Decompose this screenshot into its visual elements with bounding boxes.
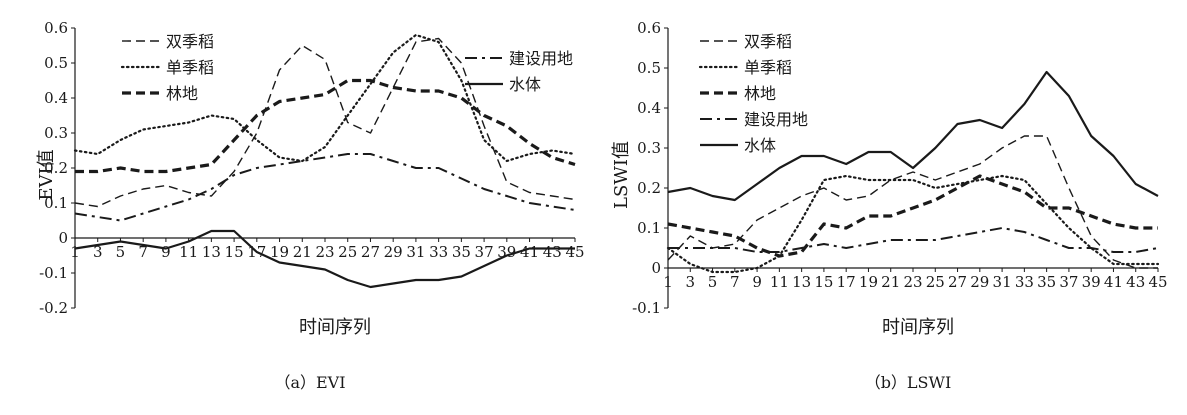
lswi-x-tick-label: 17 bbox=[837, 273, 856, 291]
lswi-x-tick-label: 3 bbox=[685, 273, 695, 291]
lswi-x-tick-label: 25 bbox=[926, 273, 945, 291]
lswi-x-tick-label: 9 bbox=[752, 273, 762, 291]
evi-x-tick-label: 7 bbox=[138, 243, 148, 261]
evi-legend-label: 单季稻 bbox=[166, 58, 214, 77]
lswi-x-tick-label: 31 bbox=[993, 273, 1012, 291]
lswi-x-tick-label: 43 bbox=[1126, 273, 1145, 291]
evi-y-tick-label: -0.1 bbox=[39, 264, 68, 282]
lswi-x-tick-label: 45 bbox=[1148, 273, 1167, 291]
evi-y-tick-label: 0.1 bbox=[44, 194, 68, 212]
evi-x-tick-label: 13 bbox=[202, 243, 221, 261]
evi-y-tick-label: 0.6 bbox=[44, 19, 68, 37]
lswi-x-tick-label: 13 bbox=[792, 273, 811, 291]
evi-x-tick-label: 21 bbox=[293, 243, 312, 261]
lswi-x-tick-label: 41 bbox=[1104, 273, 1123, 291]
lswi-y-tick-label: -0.1 bbox=[632, 299, 661, 317]
lswi-x-axis-label: 时间序列 bbox=[882, 317, 954, 338]
evi-series-line bbox=[74, 37, 576, 208]
evi-caption: （a）EVI bbox=[274, 373, 345, 392]
evi-x-tick-label: 19 bbox=[270, 243, 289, 261]
evi-series-line bbox=[74, 229, 575, 289]
lswi-legend-label: 林地 bbox=[744, 84, 776, 103]
evi-panel: 0.60.50.40.30.20.10-0.1-0.21 3 5 7 9 11 13 15 17… bbox=[36, 19, 585, 392]
evi-y-tick-label: 0.4 bbox=[44, 89, 68, 107]
evi-y-axis-label: EVI值 bbox=[36, 149, 57, 200]
lswi-y-tick-label: 0.5 bbox=[637, 59, 661, 77]
evi-series-line bbox=[75, 78, 576, 174]
evi-y-tick-label: 0 bbox=[58, 229, 68, 247]
evi-x-tick-label: 41 bbox=[520, 243, 539, 261]
lswi-x-tick-label: 5 bbox=[708, 273, 718, 291]
lswi-x-tick-label: 21 bbox=[881, 273, 900, 291]
evi-x-tick-label: 31 bbox=[406, 243, 425, 261]
evi-x-tick-label: 11 bbox=[179, 243, 198, 261]
lswi-series-line bbox=[668, 227, 1159, 253]
lswi-y-tick-label: 0.3 bbox=[637, 139, 661, 157]
evi-y-tick-label: 0.5 bbox=[44, 54, 68, 72]
lswi-y-axis-label: LSWI值 bbox=[611, 141, 632, 209]
lswi-x-tick-label: 15 bbox=[814, 273, 833, 291]
evi-x-tick-label: 1 bbox=[70, 243, 80, 261]
lswi-x-tick-label: 39 bbox=[1082, 273, 1101, 291]
lswi-series-line bbox=[667, 174, 1158, 258]
lswi-x-tick-label: 7 bbox=[730, 273, 740, 291]
lswi-x-tick-label: 29 bbox=[970, 273, 989, 291]
lswi-y-tick-label: 0.4 bbox=[637, 99, 661, 117]
lswi-legend-label: 建设用地 bbox=[744, 110, 808, 129]
evi-y-tick-label: 0.2 bbox=[44, 159, 68, 177]
evi-legend-label: 林地 bbox=[166, 84, 198, 103]
lswi-x-tick-label: 23 bbox=[903, 273, 922, 291]
evi-x-tick-label: 5 bbox=[116, 243, 126, 261]
evi-series-line bbox=[73, 33, 577, 163]
lswi-x-tick-label: 19 bbox=[859, 273, 878, 291]
lswi-y-tick-label: 0 bbox=[651, 259, 661, 277]
evi-series-line bbox=[74, 153, 576, 222]
evi-legend-label: 双季稻 bbox=[166, 32, 214, 51]
evi-x-tick-label: 25 bbox=[338, 243, 357, 261]
lswi-x-tick-label: 33 bbox=[1015, 273, 1034, 291]
lswi-panel: 0.60.50.40.30.20.10-0.11 3 5 7 9 11 13 15 17 19 21… bbox=[611, 19, 1168, 392]
lswi-series-line bbox=[666, 174, 1160, 274]
evi-x-tick-label: 9 bbox=[161, 243, 171, 261]
lswi-legend-label: 双季稻 bbox=[744, 32, 792, 51]
lswi-x-tick-label: 37 bbox=[1059, 273, 1078, 291]
lswi-y-tick-label: 0.2 bbox=[637, 179, 661, 197]
lswi-series-line bbox=[667, 135, 1158, 269]
evi-legend-label: 水体 bbox=[509, 75, 541, 94]
evi-x-tick-label: 23 bbox=[315, 243, 334, 261]
lswi-x-tick-label: 1 bbox=[663, 273, 673, 291]
evi-x-tick-label: 33 bbox=[429, 243, 448, 261]
evi-x-tick-label: 35 bbox=[452, 243, 471, 261]
lswi-caption: （b）LSWI bbox=[865, 373, 952, 392]
evi-x-tick-label: 43 bbox=[543, 243, 562, 261]
lswi-x-tick-label: 11 bbox=[770, 273, 789, 291]
evi-legend-label: 建设用地 bbox=[509, 49, 573, 68]
lswi-series-line bbox=[667, 70, 1159, 202]
evi-x-axis-label: 时间序列 bbox=[299, 317, 371, 338]
lswi-x-tick-label: 27 bbox=[948, 273, 967, 291]
lswi-legend-label: 水体 bbox=[744, 136, 776, 155]
lswi-y-tick-label: 0.1 bbox=[637, 219, 661, 237]
evi-x-tick-label: 29 bbox=[384, 243, 403, 261]
evi-x-tick-label: 37 bbox=[475, 243, 494, 261]
evi-y-tick-label: -0.2 bbox=[39, 299, 68, 317]
lswi-legend-label: 单季稻 bbox=[744, 58, 792, 77]
lswi-x-tick-label: 35 bbox=[1037, 273, 1056, 291]
evi-x-tick-label: 27 bbox=[361, 243, 380, 261]
evi-x-tick-label: 3 bbox=[93, 243, 103, 261]
evi-x-tick-label: 15 bbox=[225, 243, 244, 261]
evi-x-tick-label: 45 bbox=[565, 243, 584, 261]
evi-y-tick-label: 0.3 bbox=[44, 124, 68, 142]
lswi-y-tick-label: 0.6 bbox=[637, 19, 661, 37]
